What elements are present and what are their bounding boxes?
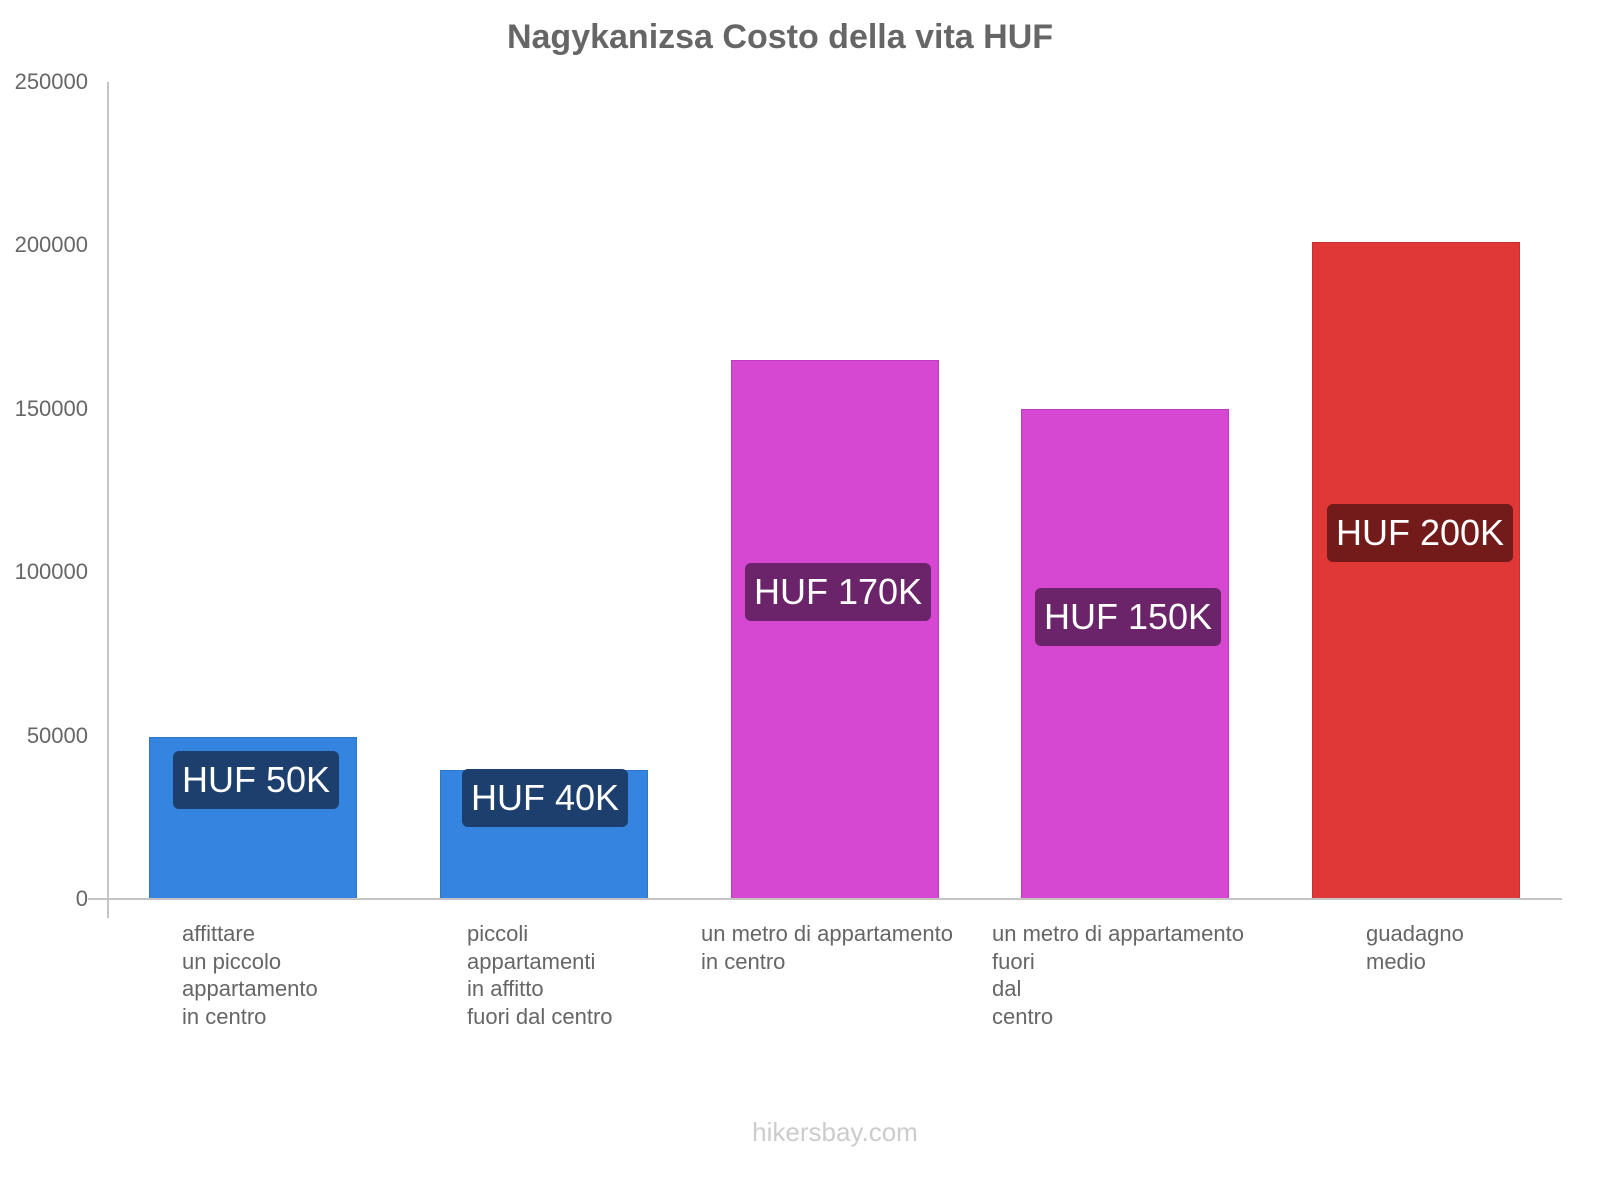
x-tick-label: piccoli appartamenti in affitto fuori da… xyxy=(467,921,613,1029)
y-tick-label: 200000 xyxy=(14,232,88,257)
bar-sqm-apartment-outside-center xyxy=(1021,409,1229,899)
chart-title: Nagykanizsa Costo della vita HUF xyxy=(506,18,1054,56)
source-watermark: hikersbay.com xyxy=(752,1117,918,1147)
y-tick-label: 150000 xyxy=(14,396,88,421)
x-tick-label: un metro di appartamento in centro xyxy=(701,921,953,974)
y-tick-label: 50000 xyxy=(26,723,88,748)
bar-average-salary xyxy=(1312,242,1520,899)
y-axis-line xyxy=(107,82,109,918)
y-tick-label: 0 xyxy=(75,886,88,911)
value-badge: HUF 50K xyxy=(173,751,340,809)
y-tick-label: 250000 xyxy=(14,69,88,94)
value-badge: HUF 200K xyxy=(1327,504,1514,562)
y-tick-label: 100000 xyxy=(14,559,88,584)
x-tick-label: guadagno medio xyxy=(1366,921,1464,974)
bar-sqm-apartment-center xyxy=(731,360,939,899)
x-tick-label: un metro di appartamento fuori dal centr… xyxy=(992,921,1244,1029)
x-axis-line xyxy=(90,898,1562,900)
value-badge: HUF 170K xyxy=(745,563,932,621)
value-badge: HUF 40K xyxy=(462,769,629,827)
x-tick-label: affittare un piccolo appartamento in cen… xyxy=(182,921,318,1029)
value-badge: HUF 150K xyxy=(1035,588,1222,646)
